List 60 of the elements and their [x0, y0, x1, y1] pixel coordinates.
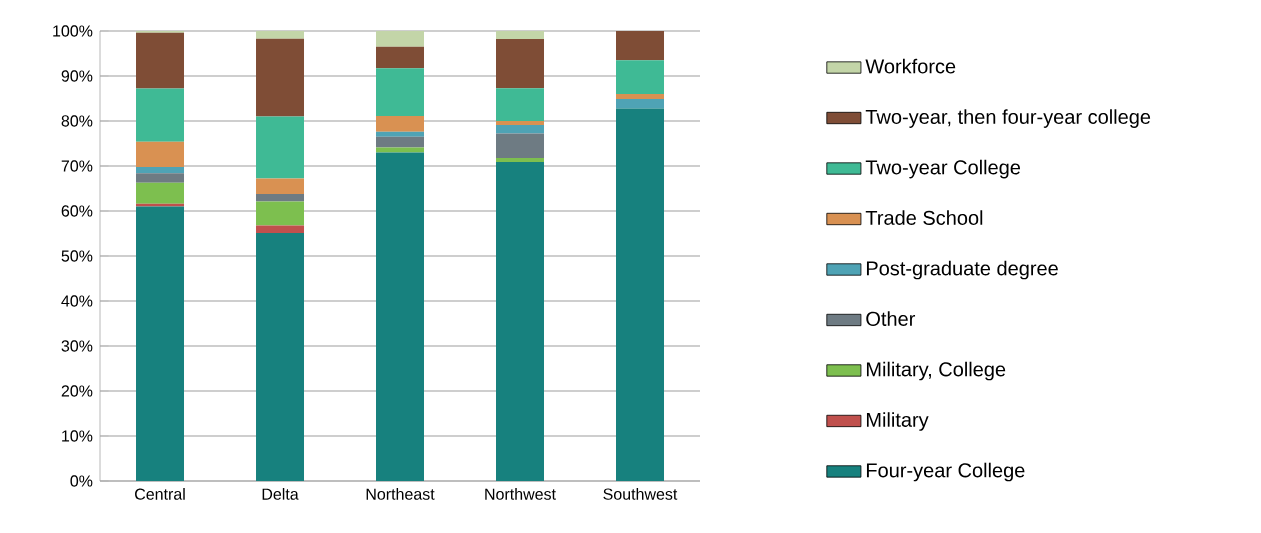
bar: [136, 32, 185, 89]
bar: [616, 98, 665, 109]
bar: [136, 182, 185, 204]
bar: [496, 133, 545, 158]
bar: [376, 152, 425, 481]
bar: [496, 30, 545, 40]
y-tick-label: 50%: [61, 250, 93, 262]
bar: [376, 30, 425, 47]
y-tick-label: 0%: [70, 475, 93, 487]
bar: [616, 108, 665, 481]
x-tick-label: Northwest: [485, 488, 556, 500]
legend-label: Military: [866, 412, 929, 431]
bar: [256, 225, 305, 234]
bar: [256, 38, 305, 117]
y-tick-label: 40%: [61, 295, 93, 307]
y-tick-label: 70%: [61, 160, 93, 172]
bar: [136, 173, 185, 183]
bar: [256, 178, 305, 194]
bar: [136, 141, 185, 167]
y-tick-label: 10%: [62, 430, 93, 442]
legend-label: Other: [866, 311, 916, 326]
y-tick-label: 30%: [61, 340, 93, 352]
bar: [616, 93, 665, 99]
y-tick-label: 60%: [61, 205, 93, 217]
y-tick-label: 80%: [61, 115, 93, 127]
bar: [376, 116, 425, 132]
bar: [256, 201, 305, 226]
x-tick-label: Southwest: [603, 488, 678, 500]
bar: [136, 166, 185, 174]
bar: [376, 136, 425, 148]
legend-label: Four-year College: [866, 462, 1025, 482]
bar: [256, 233, 305, 481]
bar: [496, 161, 545, 481]
y-tick-label: 20%: [61, 385, 93, 397]
bar: [616, 60, 665, 94]
x-tick-label: Central: [135, 488, 185, 500]
bar: [496, 39, 545, 89]
bar: [136, 88, 185, 142]
bar: [256, 116, 305, 179]
bar: [376, 131, 425, 137]
bar: [616, 30, 665, 61]
bar: [256, 30, 305, 39]
legend-label: Two-year, then four-year college: [865, 109, 1151, 128]
y-tick-label: 100%: [53, 25, 93, 37]
legend-label: Workforce: [865, 58, 956, 74]
bar: [256, 193, 305, 202]
bar: [376, 46, 425, 69]
bar: [496, 120, 545, 126]
bar: [496, 125, 545, 134]
legend-label: Military, College: [866, 361, 1006, 381]
y-tick-label: 90%: [61, 70, 93, 82]
bar: [496, 88, 545, 121]
x-tick-label: Northeast: [366, 488, 435, 500]
bar: [136, 206, 185, 481]
legend-label: Post-graduate degree: [866, 260, 1058, 280]
legend-label: Two-year College: [865, 159, 1021, 179]
bar: [496, 157, 545, 162]
legend-label: Trade School: [865, 210, 983, 225]
x-tick-label: Delta: [262, 488, 299, 500]
bar: [376, 68, 425, 117]
